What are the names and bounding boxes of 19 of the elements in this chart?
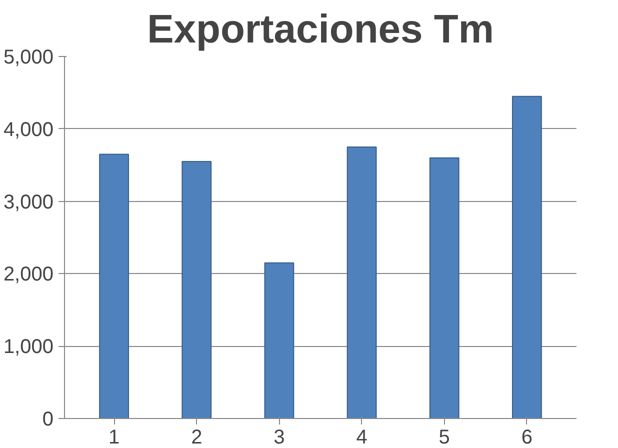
- bar: [264, 262, 294, 418]
- x-tick-label: 1: [108, 426, 120, 448]
- y-tick-label: 1,000: [3, 336, 54, 358]
- y-tick-label: 3,000: [3, 191, 54, 214]
- bar: [99, 154, 129, 418]
- bar: [429, 157, 460, 418]
- y-tick-label: 2,000: [3, 264, 54, 286]
- bar: [346, 146, 377, 418]
- y-tick-label: 5,000: [3, 46, 54, 68]
- chart-title: Exportaciones Tm: [147, 8, 494, 52]
- x-tick-label: 3: [274, 426, 285, 448]
- y-tick-label: 0: [42, 408, 54, 430]
- y-tick-label: 4,000: [3, 118, 54, 141]
- bar: [512, 96, 542, 418]
- x-tick-label: 2: [191, 426, 202, 448]
- x-tick-label: 6: [521, 426, 533, 448]
- bar: [182, 160, 212, 418]
- x-tick-label: 4: [356, 426, 368, 448]
- x-tick-label: 5: [438, 426, 450, 448]
